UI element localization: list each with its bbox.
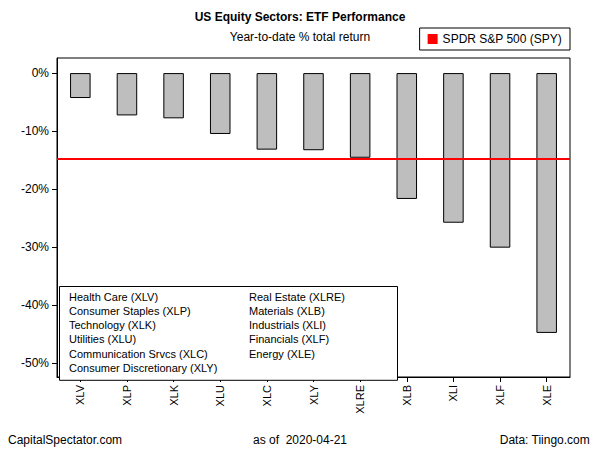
svg-text:-40%: -40%: [21, 298, 49, 312]
svg-text:XLP: XLP: [121, 385, 133, 406]
svg-text:as of 2020-04-21: as of 2020-04-21: [253, 433, 347, 447]
svg-text:Year-to-date % total return: Year-to-date % total return: [230, 30, 370, 44]
svg-text:XLE: XLE: [541, 385, 553, 406]
svg-text:Technology (XLK): Technology (XLK): [69, 319, 156, 331]
svg-text:XLB: XLB: [401, 385, 413, 406]
svg-text:-10%: -10%: [21, 124, 49, 138]
svg-text:Materials (XLB): Materials (XLB): [249, 305, 325, 317]
svg-text:Communication Srvcs (XLC): Communication Srvcs (XLC): [69, 348, 208, 360]
svg-text:XLF: XLF: [494, 385, 506, 405]
svg-text:XLU: XLU: [214, 385, 226, 406]
svg-text:-30%: -30%: [21, 240, 49, 254]
svg-text:-20%: -20%: [21, 182, 49, 196]
svg-text:Health Care (XLV): Health Care (XLV): [69, 291, 158, 303]
svg-text:SPDR S&P 500 (SPY): SPDR S&P 500 (SPY): [443, 32, 562, 46]
svg-text:Consumer Discretionary (XLY): Consumer Discretionary (XLY): [69, 362, 217, 374]
svg-text:Utilities (XLU): Utilities (XLU): [69, 333, 136, 345]
svg-text:US Equity Sectors: ETF Perform: US Equity Sectors: ETF Performance: [195, 10, 406, 24]
svg-text:Financials (XLF): Financials (XLF): [249, 333, 329, 345]
svg-text:Energy (XLE): Energy (XLE): [249, 348, 315, 360]
svg-text:-50%: -50%: [21, 356, 49, 370]
svg-text:CapitalSpectator.com: CapitalSpectator.com: [8, 433, 122, 447]
svg-text:XLI: XLI: [447, 385, 459, 402]
svg-text:Real Estate (XLRE): Real Estate (XLRE): [249, 291, 345, 303]
svg-text:Data: Tiingo.com: Data: Tiingo.com: [500, 433, 590, 447]
svg-text:XLK: XLK: [168, 384, 180, 405]
svg-text:0%: 0%: [32, 66, 50, 80]
svg-text:Industrials (XLI): Industrials (XLI): [249, 319, 326, 331]
svg-text:XLV: XLV: [74, 384, 86, 405]
svg-text:XLRE: XLRE: [354, 385, 366, 414]
svg-text:Consumer Staples (XLP): Consumer Staples (XLP): [69, 305, 191, 317]
svg-text:XLC: XLC: [261, 385, 273, 406]
svg-text:XLY: XLY: [308, 384, 320, 405]
